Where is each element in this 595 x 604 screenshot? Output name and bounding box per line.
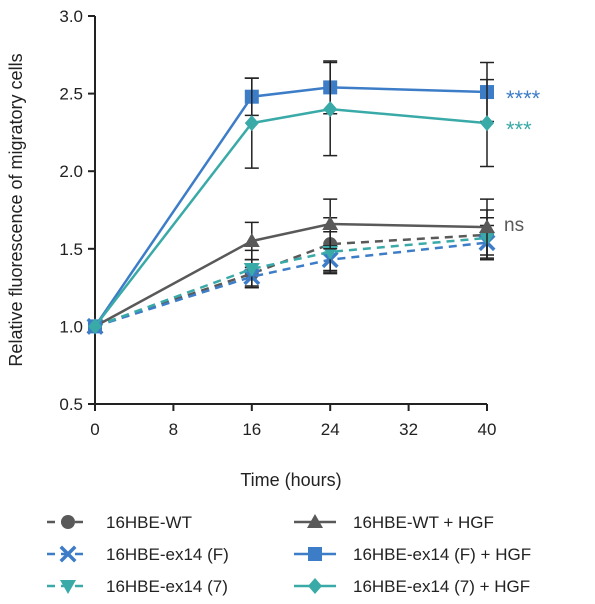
y-tick-label: 3.0 [59,7,83,26]
data-point [243,262,260,277]
significance-label: ns [504,215,524,236]
legend-item: 16HBE-ex14 (7) + HGF [294,577,530,596]
data-point [322,215,339,230]
series-line [94,236,488,328]
legend-label: 16HBE-ex14 (7) [106,577,228,596]
x-tick-label: 40 [478,420,497,439]
legend-marker [59,545,77,563]
data-point [480,115,494,132]
y-tick-label: 2.5 [59,85,83,104]
series-16hbe-wt-hgf [87,198,495,333]
legend-item: 16HBE-WT [47,513,192,532]
legend-marker [308,547,322,561]
series-line [94,222,488,328]
legend-marker [307,514,323,528]
data-point [244,115,259,132]
legend: 16HBE-WT 16HBE-WT + HGF 16HBE-ex14 (F) 16HB… [47,513,531,596]
x-tick-label: 16 [242,420,261,439]
x-axis-title: Time (hours) [240,470,341,490]
y-tick-label: 1.5 [59,240,83,259]
x-tick-label: 32 [399,420,418,439]
y-tick-label: 1.0 [59,317,83,336]
legend-item: 16HBE-ex14 (F) + HGF [294,545,531,564]
series-16hbe-wt [88,209,494,334]
legend-marker [60,580,76,594]
legend-label: 16HBE-WT + HGF [353,513,494,532]
axes: 0.5 1.0 1.5 2.0 2.5 3.0 0 8 16 24 32 40 Time (hours)… [6,7,496,490]
legend-label: 16HBE-ex14 (7) + HGF [353,577,530,596]
legend-marker [61,515,75,529]
legend-marker [308,578,322,594]
legend-label: 16HBE-ex14 (F) [106,545,229,564]
series-layer [86,60,496,335]
series-16hbe-ex14-f-hgf [88,60,494,334]
y-axis-title: Relative fluorescence of migratory cells [6,53,26,366]
y-tick-label: 2.0 [59,162,83,181]
series-16hbe-ex14-7 [87,217,495,335]
annotations: *******ns [504,86,541,236]
series-line [94,233,488,328]
x-tick-label: 24 [321,420,340,439]
data-point [88,318,102,335]
series-line [94,241,488,328]
legend-item: 16HBE-ex14 (7) [47,577,228,596]
y-tick-label: 0.5 [59,395,83,414]
series-16hbe-ex14-7-hgf [88,61,494,335]
legend-item: 16HBE-WT + HGF [294,513,494,532]
series-line [93,86,488,328]
data-point [243,233,260,248]
significance-label: *** [506,117,532,142]
significance-label: **** [506,86,541,111]
legend-label: 16HBE-ex14 (F) + HGF [353,545,531,564]
data-point [323,101,338,118]
x-tick-label: 0 [90,420,99,439]
legend-item: 16HBE-ex14 (F) [47,545,229,564]
data-point [479,219,495,234]
legend-label: 16HBE-WT [106,513,192,532]
series-line [94,107,488,328]
x-tick-label: 8 [169,420,178,439]
